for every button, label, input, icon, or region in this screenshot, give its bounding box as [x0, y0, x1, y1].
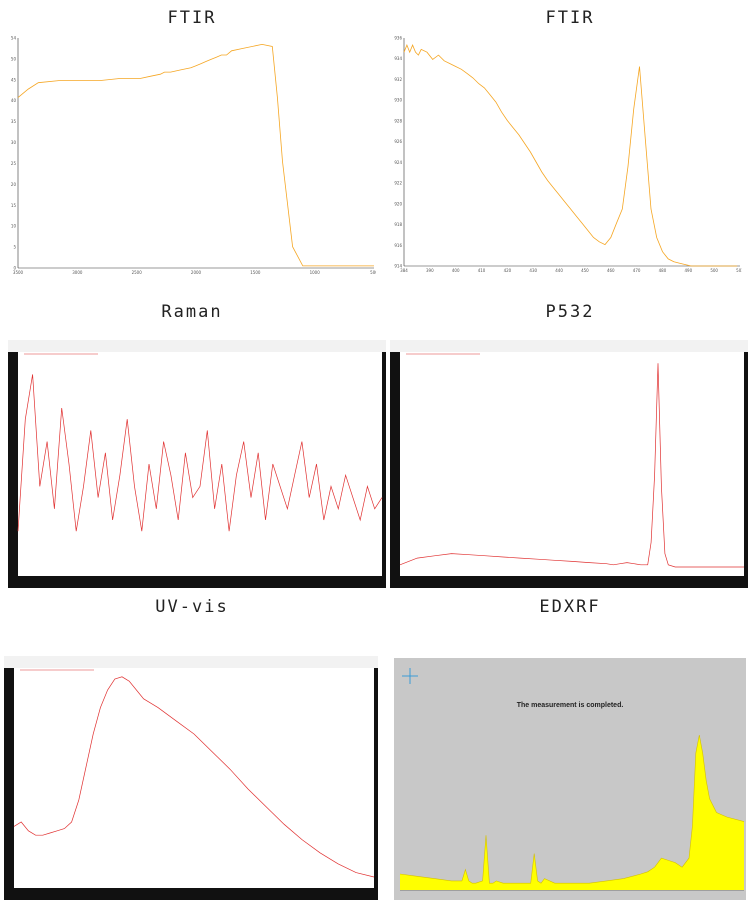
p532-plot-area	[400, 352, 744, 576]
p532-title: P532	[545, 302, 595, 322]
ftir2-x-tick: 501	[736, 268, 742, 273]
ftir1-y-tick: 35	[11, 119, 17, 124]
ftir1-x-tick: 2500	[132, 270, 143, 275]
ftir1-y-tick: 15	[11, 203, 17, 208]
raman-chart	[8, 340, 386, 588]
ftir2-x-tick: 430	[529, 268, 537, 273]
ftir-2-chart: 384 390 400 410 420 430 440 450 460 470 480 490 500 5…	[394, 34, 742, 280]
ftir2-x-tick: 450	[581, 268, 589, 273]
edxrf-chart: The measurement is completed.	[394, 658, 746, 900]
ftir2-x-tick: 390	[426, 268, 434, 273]
ftir1-y-tick: 40	[11, 98, 17, 103]
uvvis-plot-area	[14, 668, 374, 888]
edxrf-area	[400, 735, 744, 890]
ftir2-x-tick: 420	[504, 268, 512, 273]
ftir-1-chart: 3500300025002000150010005005450454035302…	[8, 34, 376, 280]
ftir2-y-tick: 0.918	[394, 222, 402, 227]
p532-line	[399, 363, 744, 568]
ftir1-y-tick: 0	[13, 266, 16, 271]
p532-chart	[390, 340, 748, 588]
uvvis-header	[4, 656, 378, 668]
edxrf-status-text: The measurement is completed.	[516, 702, 624, 709]
ftir2-y-tick: 0.928	[394, 118, 402, 123]
ftir1-x-tick: 1500	[250, 270, 261, 275]
ftir2-x-tick: 440	[555, 268, 563, 273]
ftir2-y-tick: 0.920	[394, 201, 402, 206]
ftir2-x-tick: 460	[607, 268, 615, 273]
ftir1-y-tick: 50	[11, 56, 17, 61]
ftir2-y-tick: 0.930	[394, 98, 402, 103]
ftir2-x-tick: 480	[659, 268, 667, 273]
ftir2-y-tick: 0.934	[394, 56, 402, 61]
ftir1-x-tick: 3000	[72, 270, 83, 275]
raman-title: Raman	[161, 302, 223, 322]
ftir1-y-tick: 30	[11, 140, 17, 145]
uvvis-chart	[4, 656, 378, 900]
ftir1-y-tick: 45	[11, 77, 17, 82]
ftir1-y-tick: 25	[11, 161, 17, 166]
ftir1-y-tick: 10	[11, 224, 17, 229]
ftir2-y-tick: 0.936	[394, 36, 402, 41]
ftir-1-title: FTIR	[167, 8, 217, 28]
ftir1-x-tick: 3500	[13, 270, 24, 275]
ftir2-y-tick: 0.916	[394, 243, 402, 248]
ftir2-y-tick: 0.932	[394, 77, 402, 82]
ftir-2-title: FTIR	[545, 8, 595, 28]
ftir1-x-tick: 1000	[310, 270, 321, 275]
ftir2-x-tick: 470	[633, 268, 641, 273]
crosshair-icon	[402, 668, 418, 684]
ftir1-y-tick: 20	[11, 182, 17, 187]
ftir2-y-tick: 0.926	[394, 139, 402, 144]
ftir2-line	[403, 44, 738, 267]
ftir1-x-tick: 2000	[191, 270, 202, 275]
ftir1-line	[17, 43, 374, 267]
ftir2-x-tick: 410	[478, 268, 486, 273]
p532-header	[390, 340, 748, 352]
edxrf-title: EDXRF	[539, 597, 601, 617]
ftir2-x-tick: 500	[710, 268, 718, 273]
ftir1-x-tick: 500	[370, 270, 376, 275]
ftir2-y-tick: 0.924	[394, 160, 402, 165]
ftir2-x-tick: 490	[684, 268, 692, 273]
uvvis-title: UV-vis	[155, 597, 229, 617]
raman-plot-area	[18, 352, 382, 576]
ftir2-y-tick: 0.914	[394, 264, 402, 269]
ftir2-x-tick: 400	[452, 268, 460, 273]
raman-header	[8, 340, 386, 352]
ftir1-y-tick: 5	[13, 245, 16, 250]
ftir2-y-tick: 0.922	[394, 181, 402, 186]
edxrf-line	[399, 734, 745, 884]
uvvis-line	[13, 676, 375, 878]
raman-line	[17, 374, 383, 532]
ftir1-y-tick: 54	[11, 36, 17, 41]
ftir2-x-tick: 384	[400, 268, 408, 273]
